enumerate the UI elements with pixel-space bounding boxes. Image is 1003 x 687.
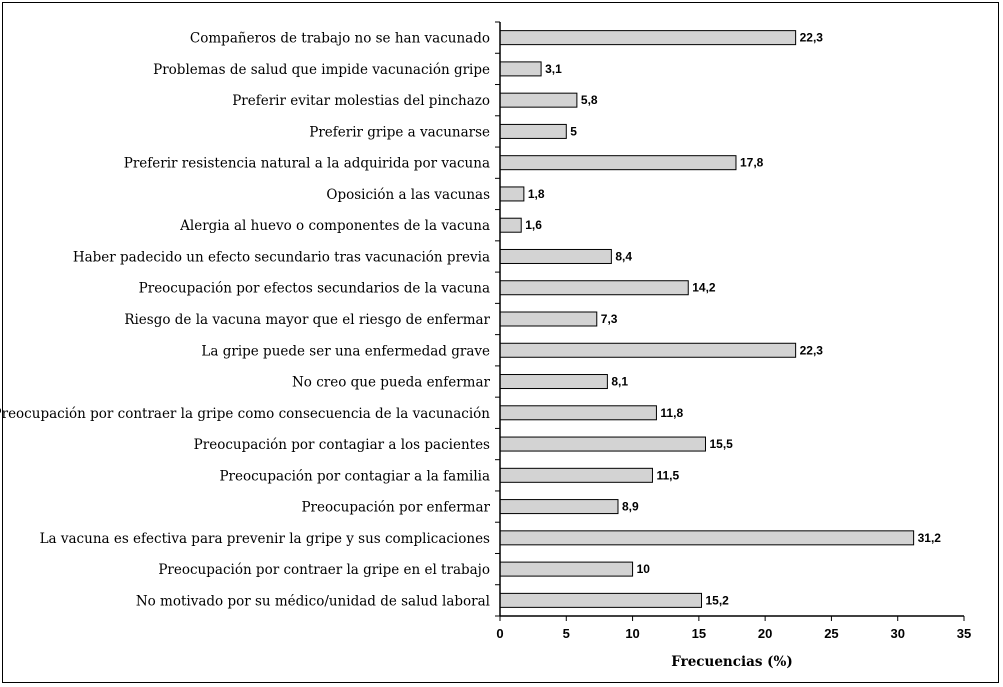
bar: [499, 248, 612, 264]
bar: [499, 467, 653, 483]
x-tick-label: 5: [563, 626, 570, 641]
value-label: 3,1: [545, 62, 562, 76]
x-tick-label: 30: [890, 626, 904, 641]
value-label: 17,8: [740, 156, 764, 170]
value-label: 11,5: [656, 468, 679, 482]
value-label: 5: [570, 124, 577, 138]
bar: [499, 217, 522, 233]
x-tick-label: 15: [692, 626, 706, 641]
bar: [499, 342, 797, 358]
bar: [499, 30, 797, 46]
category-label: Alergia al huevo o componentes de la vac…: [179, 218, 490, 234]
category-label: La gripe puede ser una enfermedad grave: [201, 343, 490, 359]
value-label: 8,9: [622, 500, 639, 514]
category-label: No motivado por su médico/unidad de salu…: [136, 593, 490, 609]
value-label: 22,3: [800, 343, 824, 357]
bar: [499, 61, 542, 77]
category-label: Preferir resistencia natural a la adquir…: [124, 156, 490, 172]
category-label: Preocupación por efectos secundarios de …: [139, 281, 490, 297]
bar: [499, 436, 706, 452]
category-labels-group: Compañeros de trabajo no se han vacunado…: [0, 31, 491, 610]
category-label: Compañeros de trabajo no se han vacunado: [190, 31, 490, 47]
bar: [499, 92, 578, 108]
category-label: La vacuna es efectiva para prevenir la g…: [40, 531, 490, 547]
value-label: 11,8: [660, 406, 683, 420]
value-label: 1,6: [525, 218, 542, 232]
category-label: No creo que pueda enfermar: [292, 375, 491, 391]
category-label: Preocupación por contagiar a la familia: [219, 468, 490, 484]
category-label: Haber padecido un efecto secundario tras…: [73, 249, 490, 265]
value-label: 7,3: [601, 312, 618, 326]
value-label: 15,2: [706, 593, 730, 607]
x-axis-title: Frecuencias (%): [671, 654, 793, 670]
value-label: 8,1: [611, 375, 628, 389]
axes-group: 0 5 10 15 20 25 30 35: [495, 21, 971, 641]
bars-group: [499, 30, 915, 608]
bar: [499, 123, 567, 139]
bar: [499, 499, 619, 515]
bar: [499, 311, 598, 327]
value-label: 14,2: [692, 281, 716, 295]
category-label: Preocupación por contagiar a los pacient…: [194, 437, 490, 453]
bar: [499, 186, 525, 202]
x-tick-label: 35: [957, 626, 971, 641]
bar: [499, 155, 737, 171]
bar: [499, 561, 634, 577]
category-label: Oposición a las vacunas: [326, 187, 490, 203]
x-tick-label: 10: [625, 626, 639, 641]
value-label: 5,8: [581, 93, 598, 107]
category-label: Riesgo de la vacuna mayor que el riesgo …: [124, 312, 490, 328]
value-label: 22,3: [800, 31, 824, 45]
x-tick-label: 25: [824, 626, 838, 641]
value-label: 1,8: [528, 187, 545, 201]
bar: [499, 592, 703, 608]
value-labels-group: 22,3 3,1 5,8 5 17,8 1,8 1,6 8,4 14,2 7,3 22,3 8,1 11…: [525, 31, 941, 608]
category-label: Preocupación por contraer la gripe como …: [0, 406, 490, 422]
value-label: 15,5: [709, 437, 733, 451]
value-label: 10: [637, 562, 651, 576]
category-label: Preferir evitar molestias del pinchazo: [232, 93, 490, 109]
category-label: Preferir gripe a vacunarse: [309, 124, 490, 140]
value-label: 31,2: [918, 531, 942, 545]
x-tick-label: 20: [758, 626, 772, 641]
bar: [499, 280, 689, 296]
category-label: Preocupación por enfermar: [301, 500, 490, 516]
bar: [499, 405, 657, 421]
x-tick-label: 0: [496, 626, 503, 641]
bar: [499, 374, 608, 390]
category-label: Problemas de salud que impide vacunación…: [153, 62, 490, 78]
category-label: Preocupación por contraer la gripe en el…: [158, 562, 490, 578]
bar: [499, 530, 915, 546]
value-label: 8,4: [615, 249, 632, 263]
